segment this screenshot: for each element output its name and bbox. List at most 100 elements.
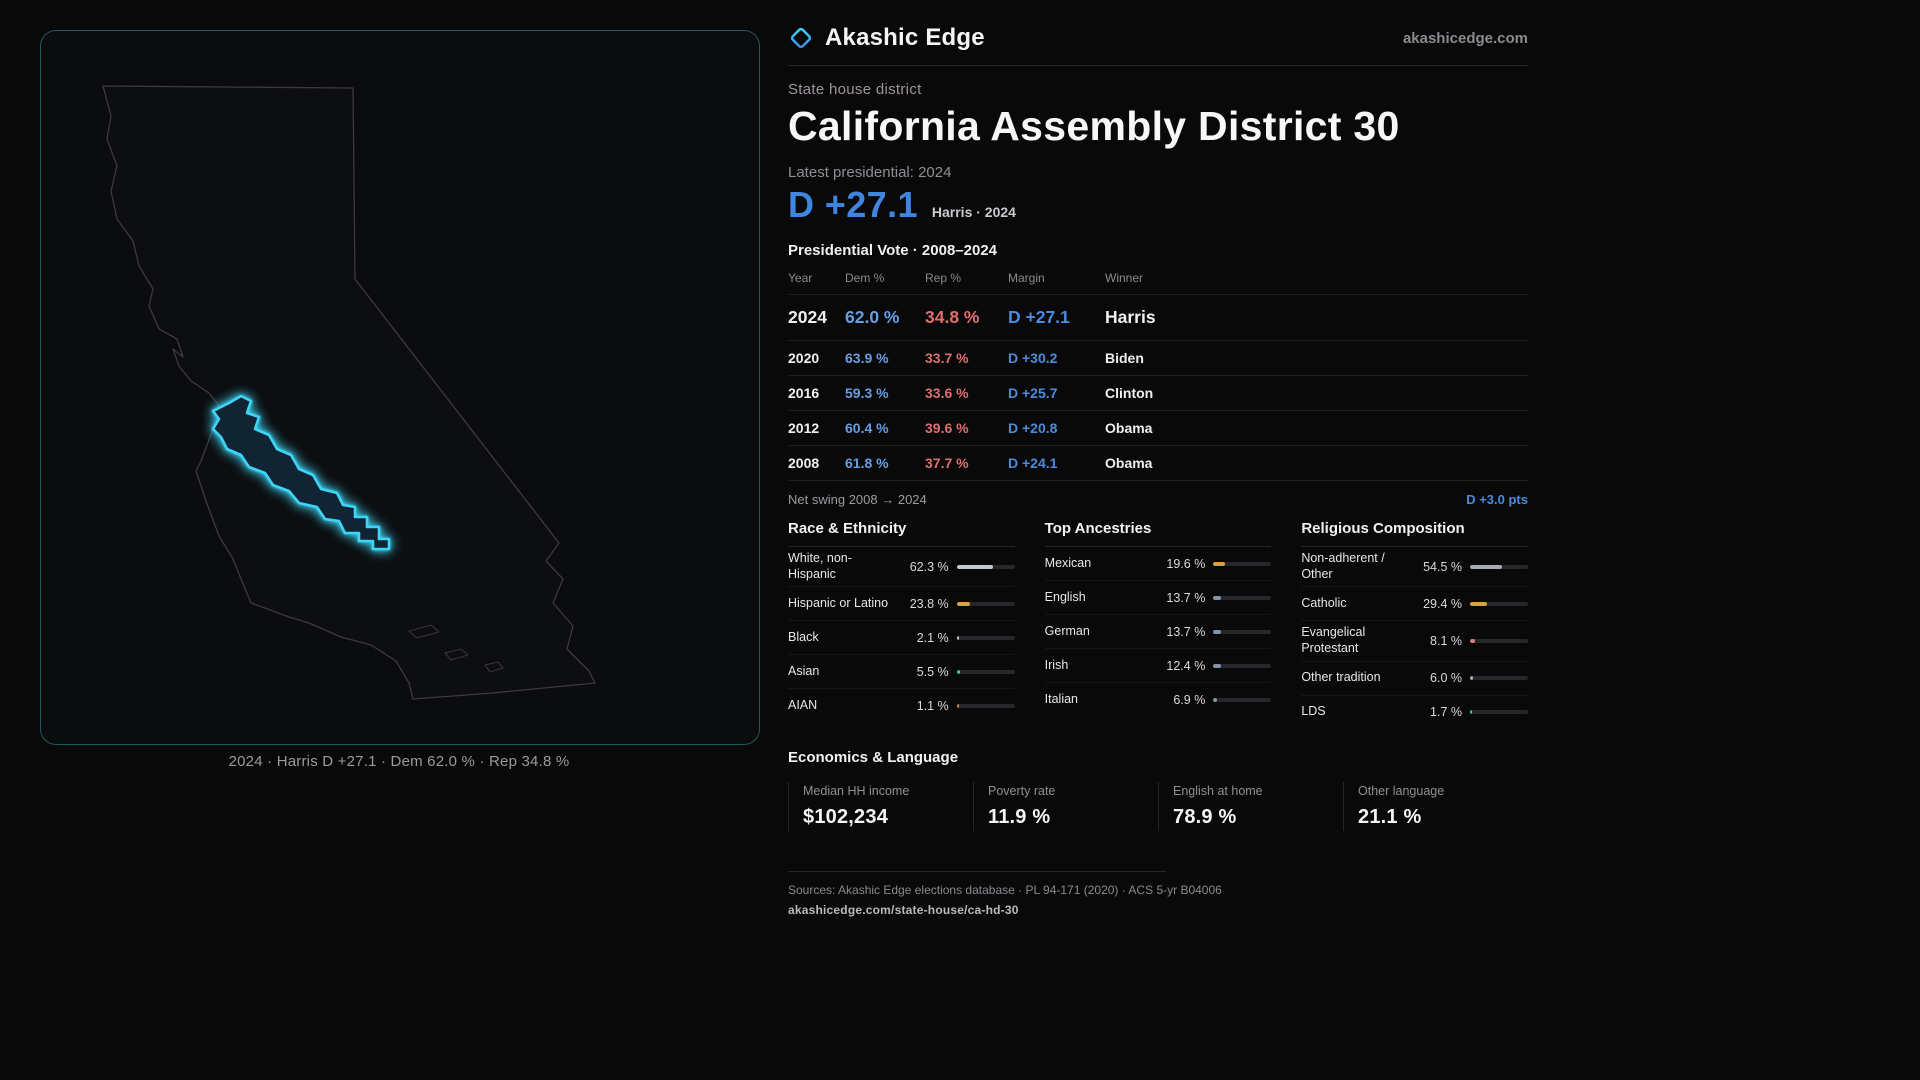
bar-track [956, 601, 1015, 606]
vote-table-header: Year Dem % Rep % Margin Winner [788, 271, 1528, 294]
stat-value: 78.9 % [1173, 805, 1237, 828]
item-label: Asian [788, 664, 820, 679]
list-item: German 13.7 % [1044, 615, 1272, 650]
list-item: Evangelical Protestant 8.1 % [1301, 621, 1528, 662]
cell-winner: Obama [1105, 455, 1153, 472]
latest-presidential-label: Latest presidential: 2024 [788, 164, 952, 182]
net-swing-row: Net swing 2008 → 2024 D +3.0 pts [788, 480, 1528, 516]
bar-track [1470, 564, 1528, 569]
cell-rep-pct: 39.6 % [925, 420, 969, 437]
bar-fill [1213, 697, 1218, 702]
sources-text: Sources: Akashic Edge elections database… [788, 882, 1222, 897]
map-panel [40, 30, 760, 745]
bar-track [956, 564, 1015, 569]
list-item: White, non-Hispanic 62.3 % [788, 547, 1015, 588]
cell-year: 2016 [788, 385, 820, 402]
table-row: 2012 60.4 % 39.6 % D +20.8 Obama [788, 410, 1528, 445]
map-caption: 2024 · Harris D +27.1 · Dem 62.0 % · Rep… [228, 753, 570, 770]
bar-track [1213, 561, 1272, 566]
stat-english-at-home: English at home 78.9 % [1158, 781, 1343, 831]
list-item: AIAN 1.1 % [788, 689, 1015, 722]
bar-track [1213, 697, 1272, 702]
bar-fill [1470, 638, 1475, 643]
item-value: 54.5 % [1423, 559, 1462, 574]
item-value: 1.7 % [1430, 705, 1462, 720]
ancestries-group: Top Ancestries Mexican 19.6 % English 13… [1044, 520, 1272, 729]
item-label: Catholic [1301, 596, 1347, 611]
district-shape [211, 394, 391, 551]
footer: Sources: Akashic Edge elections database… [788, 870, 1528, 917]
bar-track [956, 635, 1015, 640]
stat-value: 11.9 % [988, 805, 1051, 828]
religion-group: Religious Composition Non-adherent / Oth… [1301, 520, 1528, 729]
district-type-kicker: State house district [788, 81, 922, 98]
group-title: Religious Composition [1301, 520, 1528, 548]
bar-fill [956, 703, 959, 708]
cell-margin: D +30.2 [1008, 350, 1058, 367]
item-value: 23.8 % [909, 596, 949, 611]
report-panel: Akashic Edge akashicedge.com State house… [788, 24, 1528, 917]
cell-rep-pct: 34.8 % [925, 307, 980, 328]
col-header-year: Year [788, 271, 813, 286]
net-swing-value: D +3.0 pts [1466, 492, 1528, 508]
col-header-dem: Dem % [845, 271, 885, 286]
stat-median-hh-income: Median HH income $102,234 [788, 781, 973, 831]
cell-margin: D +24.1 [1008, 455, 1058, 472]
channel-island [484, 661, 504, 673]
item-label: Hispanic or Latino [788, 596, 889, 611]
item-label: AIAN [788, 698, 818, 713]
cell-winner: Harris [1105, 307, 1156, 328]
cell-dem-pct: 60.4 % [845, 420, 889, 437]
cell-margin: D +25.7 [1008, 385, 1058, 402]
stat-value: 21.1 % [1358, 805, 1422, 828]
item-value: 13.7 % [1166, 624, 1206, 639]
list-item: Hispanic or Latino 23.8 % [788, 587, 1015, 622]
economics-title: Economics & Language [788, 748, 959, 766]
bar-track [1470, 638, 1528, 643]
item-value: 19.6 % [1166, 556, 1206, 571]
bar-track [1213, 629, 1272, 634]
california-map [102, 85, 596, 700]
item-value: 62.3 % [909, 559, 949, 574]
item-label: English [1044, 589, 1086, 604]
col-header-margin: Margin [1008, 271, 1045, 286]
bar-fill [956, 564, 993, 569]
cell-winner: Obama [1105, 420, 1153, 437]
stat-label: Poverty rate [988, 783, 1056, 798]
california-outline [102, 85, 596, 700]
stat-other-language: Other language 21.1 % [1343, 781, 1528, 831]
bar-fill [1213, 561, 1225, 566]
bar-track [1470, 601, 1528, 606]
brand-site: akashicedge.com [1402, 29, 1528, 47]
race-ethnicity-group: Race & Ethnicity White, non-Hispanic 62.… [788, 520, 1015, 729]
item-value: 8.1 % [1430, 633, 1462, 648]
cell-dem-pct: 62.0 % [845, 307, 900, 328]
cell-rep-pct: 33.7 % [925, 350, 969, 367]
item-value: 29.4 % [1423, 596, 1462, 611]
bar-track [1470, 676, 1528, 681]
bar-fill [956, 669, 960, 674]
item-label: Evangelical Protestant [1301, 625, 1366, 655]
cell-year: 2024 [788, 307, 827, 328]
cell-dem-pct: 63.9 % [845, 350, 889, 367]
permalink-text: akashicedge.com/state-house/ca-hd-30 [788, 902, 1019, 917]
item-label: German [1044, 623, 1090, 638]
item-value: 12.4 % [1166, 658, 1206, 673]
cell-dem-pct: 61.8 % [845, 455, 889, 472]
bar-fill [1470, 601, 1488, 606]
item-label: Mexican [1044, 555, 1092, 570]
demographics-grid: Race & Ethnicity White, non-Hispanic 62.… [788, 520, 1528, 729]
list-item: Black 2.1 % [788, 621, 1015, 656]
vote-table-title: Presidential Vote · 2008–2024 [788, 242, 998, 260]
channel-island [408, 624, 440, 639]
col-header-rep: Rep % [925, 271, 962, 286]
list-item: Asian 5.5 % [788, 655, 1015, 690]
bar-fill [1470, 676, 1474, 681]
stat-poverty-rate: Poverty rate 11.9 % [973, 781, 1158, 831]
diamond-icon [788, 25, 814, 51]
col-header-winner: Winner [1105, 271, 1144, 286]
item-value: 13.7 % [1166, 590, 1206, 605]
bar-track [956, 669, 1015, 674]
table-row: 2016 59.3 % 33.6 % D +25.7 Clinton [788, 375, 1528, 410]
